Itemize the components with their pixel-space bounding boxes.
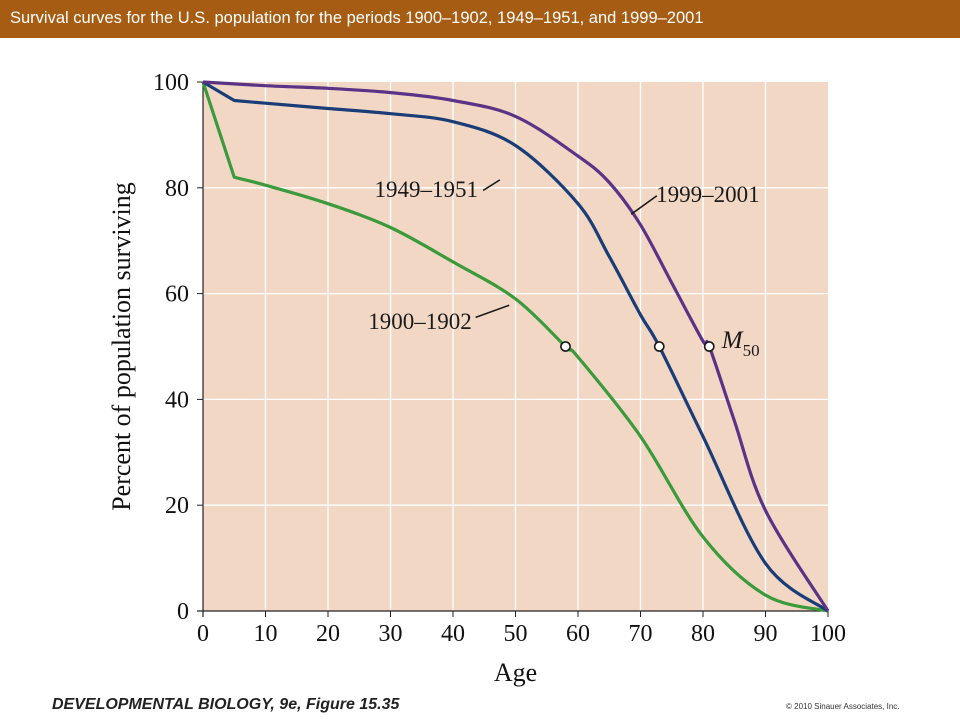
series-label-1900-1902: 1900–1902 xyxy=(368,309,472,334)
y-tick-label-20: 20 xyxy=(165,493,189,519)
chart-container: 0 10 20 30 40 50 60 70 80 90 100 0 20 40 60 80 100 M50 1… xyxy=(0,38,960,688)
x-tick-label-50: 50 xyxy=(504,621,528,647)
y-tick-label-40: 40 xyxy=(165,387,189,413)
x-tick-label-90: 90 xyxy=(754,621,778,647)
x-tick-label-80: 80 xyxy=(691,621,715,647)
m50-annotation-subscript: 50 xyxy=(743,341,760,360)
series-leader-1949-1951 xyxy=(482,179,501,192)
x-tick-label-10: 10 xyxy=(254,621,278,647)
slide-title: Survival curves for the U.S. population … xyxy=(10,9,704,27)
m50-marker-1999-2001 xyxy=(703,341,715,352)
y-tick-label-100: 100 xyxy=(153,70,189,96)
grid-lines xyxy=(203,82,828,611)
m50-marker-1900-1902 xyxy=(560,341,571,352)
x-tick-label-100: 100 xyxy=(810,621,846,647)
x-tick-label-40: 40 xyxy=(441,621,465,647)
series-lines xyxy=(201,80,830,613)
axes: 0 10 20 30 40 50 60 70 80 90 100 0 20 40 60 80 100 xyxy=(153,70,846,647)
m50-marker-1949-1951 xyxy=(653,341,665,352)
series-line-1999-2001 xyxy=(202,80,830,612)
footer-edition: 9e, Figure 15.35 xyxy=(279,696,400,713)
x-tick-label-70: 70 xyxy=(629,621,653,647)
footer-book: DEVELOPMENTAL BIOLOGY, xyxy=(52,696,275,713)
series-leader-1999-2001 xyxy=(630,195,658,215)
footer-citation: DEVELOPMENTAL BIOLOGY, 9e, Figure 15.35 xyxy=(52,696,399,714)
y-axis-label: Percent of population surviving xyxy=(107,182,136,511)
x-tick-label-0: 0 xyxy=(197,621,209,647)
series-label-1949-1951: 1949–1951 xyxy=(375,177,479,202)
x-tick-label-30: 30 xyxy=(379,621,403,647)
series-leader-1900-1902 xyxy=(475,304,510,319)
title-bar: Survival curves for the U.S. population … xyxy=(0,0,960,38)
series-line-1900-1902 xyxy=(201,81,829,613)
footer-copyright: © 2010 Sinauer Associates, Inc. xyxy=(786,702,900,711)
y-tick-label-80: 80 xyxy=(165,176,189,202)
x-tick-label-60: 60 xyxy=(566,621,590,647)
series-label-1999-2001: 1999–2001 xyxy=(656,182,760,207)
y-tick-label-0: 0 xyxy=(177,599,189,625)
x-tick-label-20: 20 xyxy=(316,621,340,647)
y-tick-label-60: 60 xyxy=(165,282,189,308)
x-axis-label: Age xyxy=(494,658,537,687)
series-labels: 1900–1902 1949–1951 1999–2001 xyxy=(368,177,759,334)
series-line-1949-1951 xyxy=(202,80,829,613)
